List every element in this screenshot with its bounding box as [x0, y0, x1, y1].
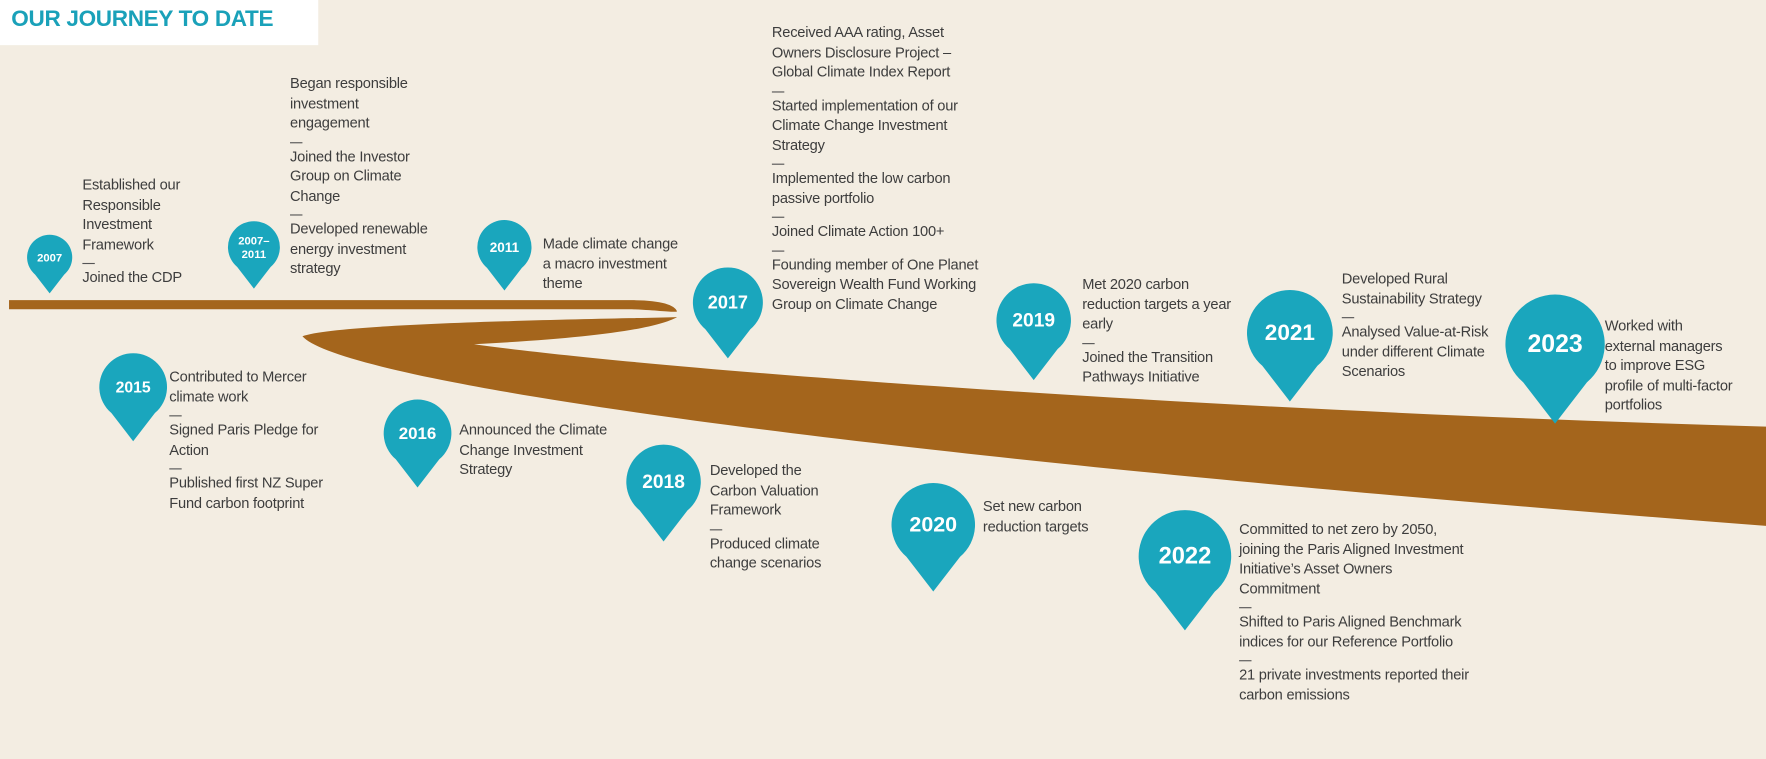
milestone-text: Established our Responsible Investment F…	[82, 175, 206, 287]
title-box: OUR JOURNEY TO DATE	[0, 0, 319, 46]
milestone-item: Developed Rural Sustainability Strategy	[1341, 269, 1482, 307]
separator	[1239, 607, 1252, 609]
pin-shape	[996, 283, 1071, 381]
pin-shape	[626, 444, 701, 542]
pin-year: 2023	[1527, 331, 1582, 358]
separator	[709, 528, 723, 530]
separator	[1341, 317, 1355, 319]
road-band	[302, 317, 1766, 526]
milestone-text: Began responsible investment engagement J…	[290, 73, 437, 278]
separator	[169, 468, 182, 470]
pin: 2022	[1138, 510, 1232, 631]
pin-year: 2022	[1159, 544, 1212, 570]
road-thin	[9, 300, 678, 312]
milestone-item: Joined Climate Action 100+	[771, 222, 945, 240]
milestone-text: Made climate change a macro investment t…	[543, 234, 678, 293]
pin: 2018	[626, 444, 701, 542]
separator	[771, 249, 785, 252]
pin: 2016	[383, 399, 452, 488]
pin: 2007	[27, 234, 73, 294]
pin-year: 2021	[1265, 320, 1315, 345]
milestone-text: Worked with external managers to improve…	[1605, 316, 1735, 415]
pin-year: 2011	[490, 240, 520, 255]
milestone-text: Contributed to Mercer climate work Signed…	[169, 367, 338, 513]
milestone-item: Joined the Investor Group on Climate Cha…	[290, 147, 410, 204]
milestone-item: Joined the Transition Pathways Initiativ…	[1082, 348, 1213, 385]
pin: 2019	[996, 283, 1071, 381]
pin-shape	[1505, 294, 1605, 424]
pin: 2017	[692, 267, 763, 359]
pin: 2020	[891, 483, 976, 592]
milestone-item: Signed Paris Pledge for Action	[169, 420, 319, 458]
milestone-item: Began responsible investment engagement	[290, 74, 408, 131]
milestone-item: Shifted to Paris Aligned Benchmark indic…	[1239, 612, 1462, 650]
pin-year: 2017	[708, 292, 748, 312]
pin-year: 2015	[116, 379, 151, 396]
separator	[771, 90, 785, 92]
separator	[1239, 660, 1252, 662]
pin-shape	[1246, 290, 1333, 402]
milestone-text: Met 2020 carbon reduction targets a year…	[1082, 274, 1240, 386]
pin-shape	[383, 399, 452, 488]
milestone-text: Committed to net zero by 2050, joining t…	[1239, 519, 1476, 704]
separator	[82, 262, 95, 265]
milestone-item: 21 private investments reported their ca…	[1239, 665, 1469, 703]
milestone-text: Announced the Climate Change Investment …	[459, 420, 617, 479]
pin-year: 2007	[37, 252, 62, 264]
pin-shape	[1138, 510, 1232, 631]
pin: 2011	[477, 220, 532, 291]
milestone-item: Established our Responsible Investment F…	[82, 176, 181, 253]
separator	[290, 141, 303, 143]
separator	[290, 214, 303, 216]
pin-shape	[99, 353, 168, 442]
milestone-item: Implemented the low carbon passive portf…	[771, 169, 951, 206]
pin-year: 2007– 2011	[238, 235, 269, 261]
milestone-text: Set new carbon reduction targets	[983, 497, 1118, 536]
pin-shape	[692, 267, 763, 359]
pin-year: 2020	[909, 513, 957, 537]
milestone-item: Committed to net zero by 2050, joining t…	[1239, 520, 1464, 597]
pin: 2021	[1246, 290, 1333, 402]
milestone-item: Founding member of One Planet Sovereign …	[771, 255, 979, 313]
milestone-item: Published first NZ Super Fund carbon foo…	[169, 473, 323, 511]
milestone-item: Joined the CDP	[82, 268, 182, 286]
milestone-item: Produced climate change scenarios	[709, 534, 822, 572]
milestone-item: Set new carbon reduction targets	[982, 497, 1089, 535]
title: OUR JOURNEY TO DATE	[11, 6, 274, 32]
milestone-item: Announced the Climate Change Investment …	[459, 420, 608, 478]
milestone-item: Met 2020 carbon reduction targets a year…	[1082, 275, 1231, 332]
milestone-item: Made climate change a macro investment t…	[542, 234, 678, 292]
pin-year: 2019	[1012, 311, 1055, 332]
pin: 2007– 2011	[227, 221, 280, 289]
milestone-text: Developed the Carbon Valuation Framework…	[709, 460, 845, 572]
pin-shape	[27, 234, 73, 294]
separator	[771, 216, 785, 218]
pin: 2023	[1505, 294, 1605, 424]
pin-shape	[891, 483, 976, 592]
pin: 2015	[99, 353, 168, 442]
pin-shape	[477, 220, 532, 291]
milestone-item: Analysed Value-at-Risk under different C…	[1341, 322, 1489, 380]
pin-year: 2016	[399, 424, 437, 443]
milestone-item: Developed the Carbon Valuation Framework	[709, 461, 819, 518]
milestone-item: Contributed to Mercer climate work	[169, 367, 307, 405]
milestone-item: Developed renewable energy investment st…	[290, 220, 428, 277]
separator	[1082, 342, 1095, 344]
milestone-item: Received AAA rating, Asset Owners Disclo…	[771, 23, 951, 81]
separator	[169, 415, 182, 417]
milestone-text: Developed Rural Sustainability Strategy A…	[1341, 269, 1489, 381]
milestone-text: Received AAA rating, Asset Owners Disclo…	[771, 23, 986, 314]
milestone-item: Started implementation of our Climate Ch…	[771, 96, 958, 153]
separator	[771, 163, 785, 165]
pin-shape	[227, 221, 280, 289]
pin-year: 2018	[642, 472, 685, 493]
milestone-item: Worked with external managers to improve…	[1604, 317, 1733, 414]
